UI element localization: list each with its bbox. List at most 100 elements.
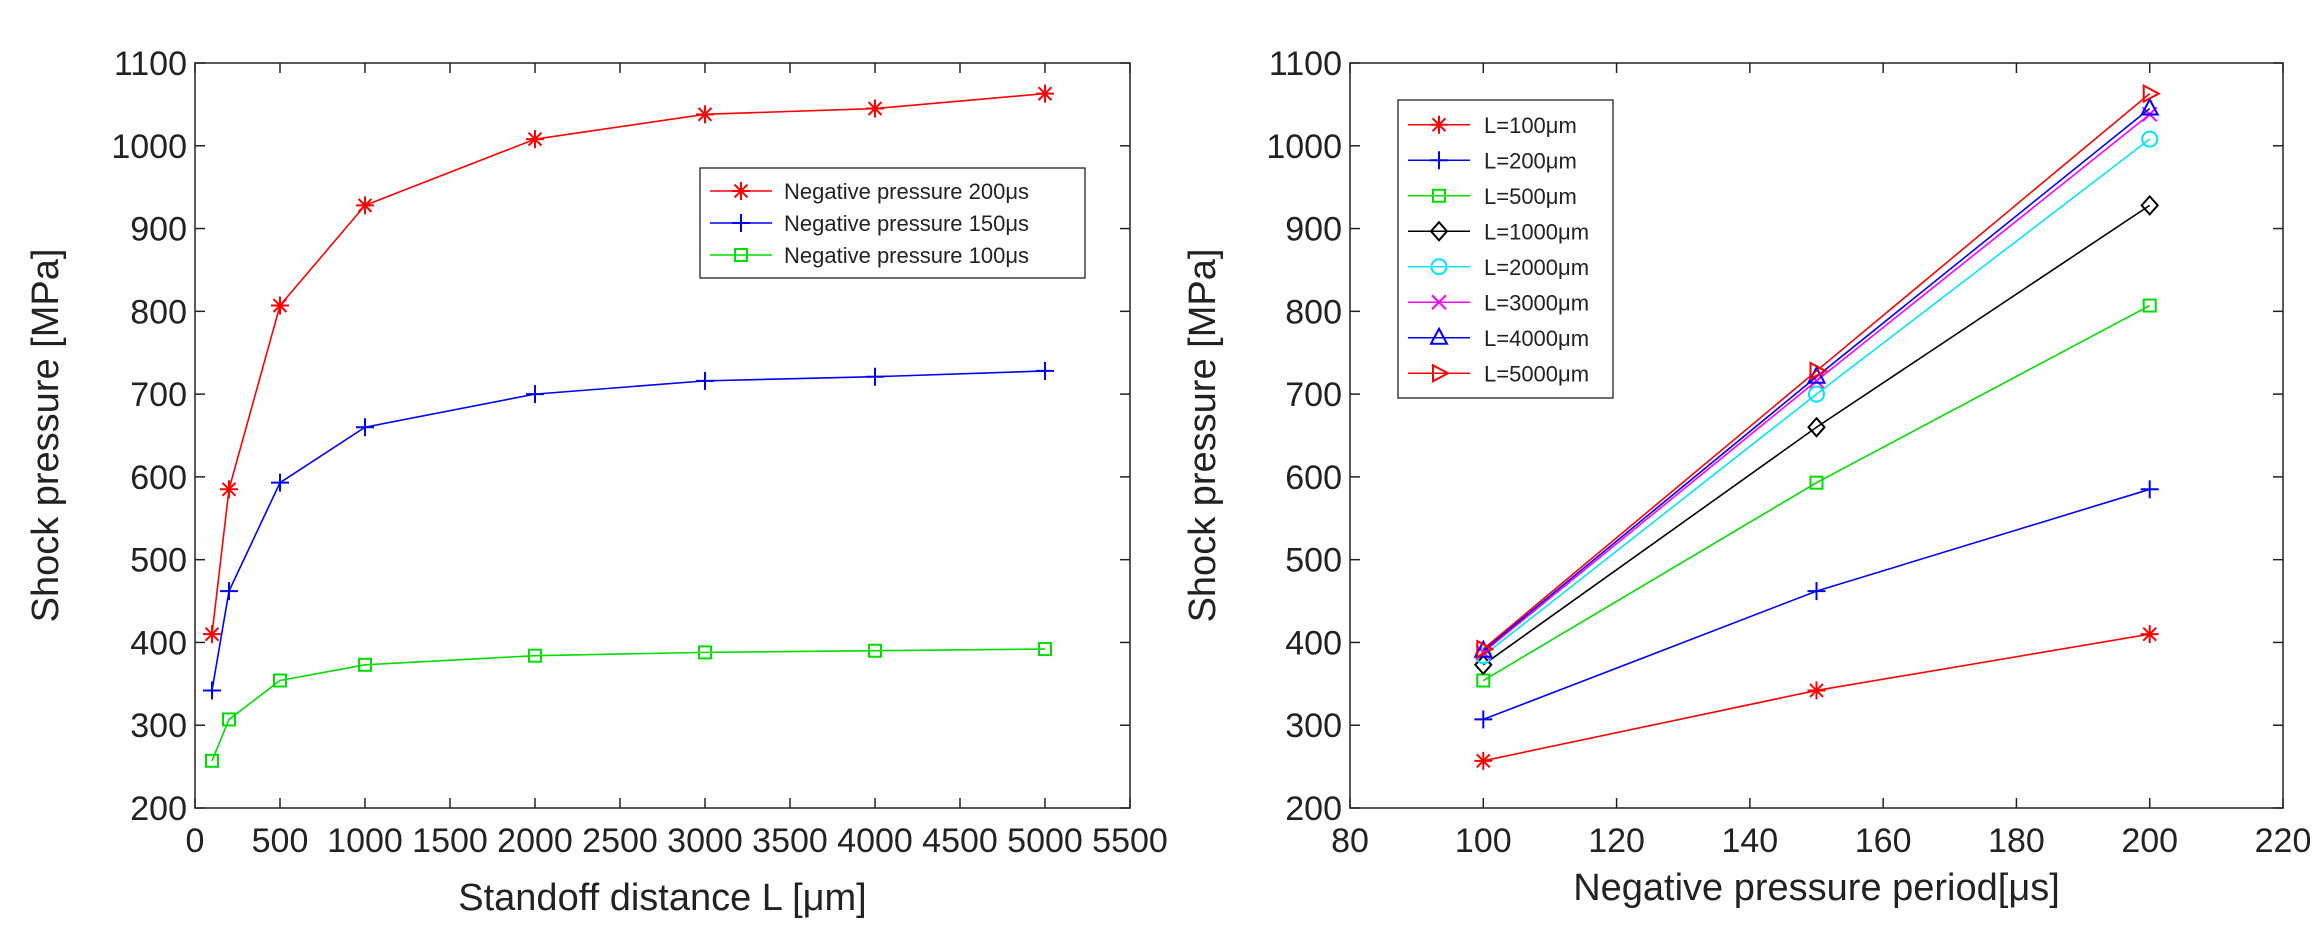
series-line [1482,304,2151,682]
x-tick-label: 1500 [412,822,488,860]
data-point [696,371,714,390]
y-tick-label: 400 [130,624,187,662]
data-point [526,130,544,149]
legend-marker [732,182,750,200]
x-tick-label: 2000 [497,822,573,860]
x-tick-label: 120 [1588,822,1645,860]
series-line [211,370,1046,691]
x-tick-label: 500 [252,822,309,860]
legend-marker [1430,151,1448,170]
plot-frame [1349,62,2284,809]
y-tick-label: 900 [1285,211,1342,249]
x-tick-label: 4000 [837,822,913,860]
x-tick-label: 220 [2255,822,2312,860]
data-point [203,625,221,644]
data-point [1807,582,1826,601]
data-point [220,480,238,499]
series-line [211,648,1046,762]
legend-label: Negative pressure 100μs [784,243,1029,268]
legend: L=100μm L=200μm L=500μm L=1000μm L=2000μm L=3… [1397,99,1614,399]
legend-label: L=2000μm [1484,255,1589,280]
legend-box [1397,99,1614,399]
x-tick-label: 160 [1855,822,1912,860]
legend-marker [732,214,750,232]
legend-label: L=100μm [1484,113,1577,138]
x-tick-label: 1000 [327,822,403,860]
data-point [222,712,236,727]
data-point [1807,416,1826,438]
x-tick-label: 80 [1331,822,1369,860]
y-tick-label: 500 [1285,542,1342,580]
data-point [220,582,238,601]
y-tick-label: 900 [130,211,187,249]
x-tick-label: 3000 [667,822,743,860]
data-point [1808,385,1825,403]
y-tick-label: 1000 [1266,128,1342,166]
data-point [1473,639,1493,658]
legend-marker [1430,115,1448,134]
chart-standoff-distance: 0 500 1000 1500 2000 2500 3000 3500 4000 4500 5000… [25,45,1168,919]
data-point [356,418,374,437]
data-point [2140,194,2160,216]
data-point [1036,361,1054,380]
data-point [528,648,542,663]
data-point [866,99,884,118]
y-tick-label: 800 [1285,293,1342,331]
data-point [696,105,714,124]
y-tick-label: 700 [1285,376,1342,414]
legend-label: L=1000μm [1484,219,1589,244]
legend-label: Negative pressure 150μs [784,211,1029,236]
legend-marker [1430,258,1448,276]
data-point [526,385,544,404]
y-tick-label: 700 [130,376,187,414]
series-line [1482,204,2151,666]
x-tick-label: 5500 [1092,822,1168,860]
data-point [2140,97,2160,116]
data-point [358,657,372,672]
data-point [271,473,289,492]
data-point [2141,130,2159,148]
plot-frame [194,62,1131,809]
data-point [1476,639,1495,659]
series-2 [205,642,1052,768]
legend-marker [1429,326,1449,345]
legend-label: L=500μm [1484,184,1577,209]
series-0 [1474,625,2159,770]
x-axis-label: Standoff distance L [μm] [458,877,866,919]
y-tick-label: 200 [1285,790,1342,828]
x-tick-label: 100 [1455,822,1512,860]
legend: Negative pressure 200μs Negative pressure… [699,167,1086,279]
chart-negative-pressure-period: 80 100 120 140 160 180 200 220 200 300 400 500 600 70… [1182,45,2311,909]
x-tick-label: 0 [186,822,205,860]
data-point [2142,83,2161,104]
legend-label: Negative pressure 200μs [784,179,1029,204]
y-tick-label: 400 [1285,624,1342,662]
x-tick-label: 140 [1721,822,1778,860]
legend-label: L=4000μm [1484,326,1589,351]
x-tick-label: 3500 [752,822,828,860]
legend-marker [734,248,748,262]
y-tick-label: 300 [130,707,187,745]
legend-marker [1431,294,1447,310]
data-point [866,367,884,386]
legend-label: L=3000μm [1484,290,1589,315]
data-point [868,643,882,658]
data-point [1809,361,1828,381]
data-point [1038,642,1052,657]
legend-label: L=200μm [1484,148,1577,173]
y-tick-label: 300 [1285,707,1342,745]
legend-marker [1432,188,1446,203]
data-point [1474,710,1493,729]
series-1 [1474,480,2159,729]
x-tick-label: 5000 [1007,822,1083,860]
y-tick-label: 500 [130,542,187,580]
legend-label: L=5000μm [1484,361,1589,386]
series-line [1482,138,2151,657]
y-tick-label: 600 [130,459,187,497]
x-tick-label: 180 [1988,822,2045,860]
data-point [273,673,287,688]
data-point [1474,751,1493,770]
x-tick-label: 200 [2121,822,2178,860]
y-tick-label: 200 [130,790,187,828]
